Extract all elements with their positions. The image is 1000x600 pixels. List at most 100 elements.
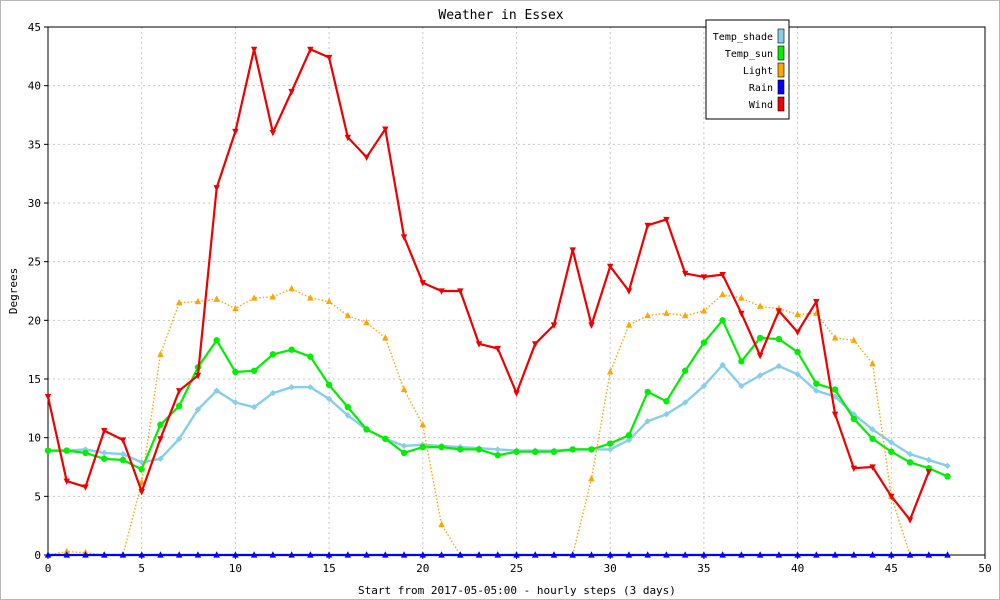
point-temp-sun — [269, 351, 277, 358]
point-rain — [475, 551, 483, 558]
point-rain — [213, 551, 220, 558]
point-wind — [588, 322, 595, 329]
point-rain — [119, 551, 127, 558]
x-tick-label: 50 — [978, 562, 991, 575]
chart-title: Weather in Essex — [438, 8, 563, 23]
point-wind — [888, 493, 895, 501]
point-temp-sun — [494, 452, 501, 459]
point-wind — [269, 130, 277, 137]
point-wind — [82, 484, 89, 491]
point-wind — [194, 372, 202, 380]
point-light — [344, 311, 352, 319]
point-temp-sun — [213, 337, 220, 344]
point-temp-sun — [457, 446, 464, 453]
point-temp-sun — [288, 346, 295, 353]
point-temp-sun — [82, 449, 89, 457]
point-temp-sun — [719, 317, 726, 324]
point-temp-sun — [513, 448, 520, 455]
point-temp-sun — [119, 456, 127, 464]
point-temp-shade — [119, 450, 127, 458]
point-light — [794, 310, 801, 318]
point-light — [363, 318, 370, 326]
point-wind — [550, 322, 558, 329]
point-wind — [794, 329, 801, 336]
point-rain — [532, 551, 539, 558]
point-rain — [869, 551, 876, 558]
series-temp-sun — [44, 317, 951, 480]
y-tick-label: 10 — [28, 432, 41, 445]
point-temp-shade — [719, 361, 726, 369]
legend-swatch — [777, 45, 785, 61]
point-light — [250, 294, 258, 301]
x-tick-label: 15 — [322, 562, 335, 575]
series-rain — [44, 551, 951, 558]
point-temp-shade — [607, 446, 614, 453]
point-temp-shade — [232, 399, 239, 406]
point-temp-sun — [63, 447, 70, 454]
series-layer — [44, 46, 951, 558]
legend-swatch — [777, 62, 785, 78]
point-wind — [119, 437, 127, 444]
series-wind — [44, 46, 932, 524]
point-rain — [831, 551, 839, 558]
legend-label: Wind — [749, 100, 773, 111]
point-temp-sun — [44, 447, 52, 454]
point-temp-sun — [344, 403, 352, 411]
point-wind — [813, 298, 820, 306]
point-wind — [250, 46, 258, 54]
y-axis-ticks: 0 5 10 15 20 25 30 35 40 45 — [28, 21, 48, 562]
legend-label: Light — [743, 66, 773, 77]
point-temp-sun — [232, 368, 239, 376]
point-wind — [644, 222, 651, 230]
legend-swatch — [777, 28, 785, 44]
point-light — [213, 295, 220, 302]
point-temp-sun — [307, 353, 314, 360]
point-wind — [288, 88, 295, 96]
point-rain — [569, 551, 576, 558]
point-wind — [663, 216, 670, 224]
y-tick-label: 20 — [28, 314, 41, 327]
point-wind — [700, 274, 708, 281]
point-temp-sun — [794, 348, 801, 356]
point-light — [588, 474, 595, 482]
point-rain — [925, 551, 932, 558]
point-wind — [213, 185, 220, 192]
point-temp-shade — [850, 411, 858, 418]
point-rain — [82, 551, 89, 558]
point-wind — [738, 310, 745, 318]
point-temp-shade — [157, 455, 164, 462]
point-wind — [475, 341, 483, 348]
point-wind — [438, 288, 445, 295]
legend-label: Temp_sun — [725, 49, 773, 60]
point-rain — [44, 551, 52, 558]
x-tick-label: 35 — [697, 562, 710, 575]
point-rain — [888, 551, 895, 558]
point-wind — [850, 465, 858, 472]
y-tick-label: 15 — [28, 373, 41, 386]
point-light — [663, 309, 670, 316]
point-temp-shade — [101, 449, 108, 457]
point-rain — [607, 551, 614, 558]
point-light — [850, 336, 858, 343]
x-tick-label: 40 — [791, 562, 804, 575]
legend-swatch — [777, 96, 785, 112]
point-light — [175, 298, 183, 306]
point-rain — [700, 551, 708, 558]
point-light — [756, 302, 764, 309]
series-line-light — [47, 288, 911, 556]
point-rain — [194, 551, 202, 558]
point-temp-shade — [288, 384, 295, 391]
point-light — [607, 368, 614, 375]
point-light — [288, 284, 295, 292]
series-line-wind — [46, 48, 930, 521]
legend-label: Rain — [749, 83, 773, 94]
x-tick-label: 30 — [604, 562, 617, 575]
y-axis-label: Degrees — [7, 268, 20, 314]
point-wind — [775, 308, 783, 315]
point-temp-shade — [681, 399, 689, 406]
point-light — [625, 321, 633, 328]
point-rain — [681, 551, 689, 558]
point-temp-shade — [944, 462, 951, 470]
point-temp-sun — [250, 367, 258, 374]
point-temp-shade — [250, 403, 258, 411]
